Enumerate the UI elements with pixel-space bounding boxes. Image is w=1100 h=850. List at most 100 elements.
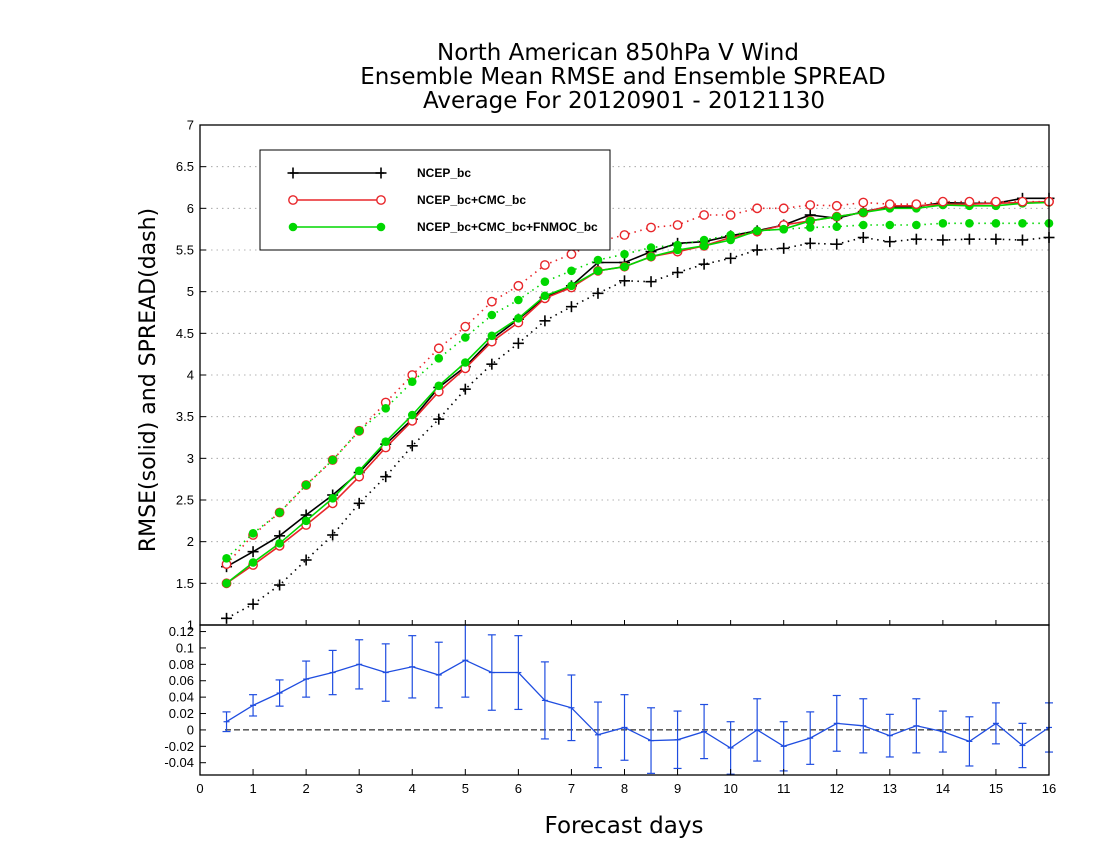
error-bar [408, 635, 417, 699]
error-bar [593, 701, 602, 769]
y-tick-label: 0.04 [169, 690, 194, 705]
error-bar [355, 639, 364, 690]
circle-marker [884, 199, 895, 210]
dot-marker [938, 219, 948, 228]
dot-marker [912, 220, 921, 230]
error-bar [249, 694, 258, 717]
series-line [226, 201, 1050, 584]
dot-marker [222, 554, 231, 563]
y-tick-label: 1.5 [176, 576, 194, 591]
plus-marker [375, 167, 387, 179]
dot-marker [381, 404, 391, 413]
dot-marker [779, 224, 788, 234]
top-panel-series [221, 192, 1055, 624]
plus-marker [221, 612, 233, 624]
x-tick-label: 2 [303, 781, 310, 796]
dot-marker [699, 235, 709, 245]
title-line-1: North American 850hPa V Wind [437, 40, 799, 66]
dot-marker [965, 219, 974, 228]
x-tick-label: 11 [777, 781, 791, 796]
dot-marker [328, 494, 337, 503]
dot-marker [620, 249, 629, 259]
difference-line [226, 659, 1050, 749]
dot-marker [354, 466, 364, 476]
plus-marker [857, 232, 869, 243]
error-bar [965, 716, 974, 767]
y-axis-label: RMSE(solid) and SPREAD(dash) [136, 208, 161, 552]
dot-marker [673, 240, 682, 250]
x-tick-label: 7 [568, 781, 575, 796]
dot-marker [991, 219, 1001, 228]
y-tick-label: 0.06 [169, 673, 194, 688]
dot-marker [858, 220, 868, 230]
dot-marker [858, 208, 868, 217]
dot-marker [288, 222, 298, 232]
dot-marker [487, 310, 497, 320]
error-bar [832, 694, 841, 752]
error-bar [222, 711, 231, 733]
error-bar [275, 679, 284, 707]
dot-marker [354, 426, 364, 436]
plus-marker [539, 315, 551, 327]
error-bar [381, 643, 390, 702]
plus-marker [910, 233, 922, 245]
y-tick-label: 6 [187, 201, 194, 216]
plus-marker [433, 413, 445, 425]
plus-marker [884, 236, 896, 248]
error-bar [647, 707, 656, 774]
dot-marker [514, 295, 523, 305]
plus-marker [778, 242, 790, 254]
y-tick-label: 4.5 [176, 326, 194, 341]
x-tick-label: 5 [462, 781, 469, 796]
legend-label: NCEP_bc+CMC_bc [417, 193, 526, 207]
x-axis-label: Forecast days [545, 813, 704, 839]
dot-marker [407, 410, 417, 420]
error-bar [991, 702, 1000, 745]
x-tick-label: 0 [196, 781, 203, 796]
plus-marker [300, 554, 312, 566]
circle-marker [937, 196, 948, 207]
circle-marker [1017, 196, 1028, 207]
error-bar [461, 625, 470, 698]
y-tick-label: 0.1 [176, 640, 194, 655]
x-tick-label: 4 [409, 781, 416, 796]
legend-label: NCEP_bc [417, 166, 471, 180]
dot-marker [540, 277, 550, 286]
plus-marker [725, 252, 737, 264]
error-bar [302, 660, 311, 698]
circle-marker [433, 343, 444, 354]
circle-marker [964, 196, 975, 207]
y-tick-label: 3.5 [176, 409, 194, 424]
plus-marker [937, 234, 949, 246]
dot-marker [726, 230, 735, 240]
circle-marker [460, 321, 471, 332]
bottom-panel-series [222, 625, 1053, 775]
x-tick-label: 1 [249, 781, 256, 796]
plus-marker [565, 301, 577, 313]
circle-marker [566, 249, 577, 260]
circle-marker [991, 196, 1001, 207]
y-tick-label: -0.02 [164, 739, 194, 754]
y-tick-label: 4 [187, 368, 194, 383]
plus-marker [672, 267, 684, 278]
legend-entry-fnmoc: NCEP_bc+CMC_bc+FNMOC_bc [288, 220, 598, 234]
legend: NCEP_bc NCEP_bc+CMC_bc NCEP_bc+CMC_bc+FNMO… [259, 149, 611, 251]
dot-marker [593, 266, 603, 276]
dot-marker [620, 262, 629, 271]
dot-marker [407, 377, 417, 386]
x-tick-label: 13 [883, 781, 897, 796]
legend-label: NCEP_bc+CMC_bc+FNMOC_bc [417, 220, 598, 234]
error-bar [806, 711, 815, 765]
x-tick-label: 8 [621, 781, 628, 796]
plus-marker [327, 529, 339, 541]
dot-marker [567, 281, 576, 291]
circle-marker [831, 200, 842, 211]
dot-marker [540, 291, 550, 301]
dot-marker [593, 255, 603, 265]
x-tick-label: 12 [830, 781, 844, 796]
dot-marker [248, 558, 258, 567]
circle-marker [699, 210, 709, 220]
plus-marker [247, 598, 259, 610]
y-tick-label: 0.12 [169, 624, 194, 639]
error-bar [885, 713, 894, 758]
